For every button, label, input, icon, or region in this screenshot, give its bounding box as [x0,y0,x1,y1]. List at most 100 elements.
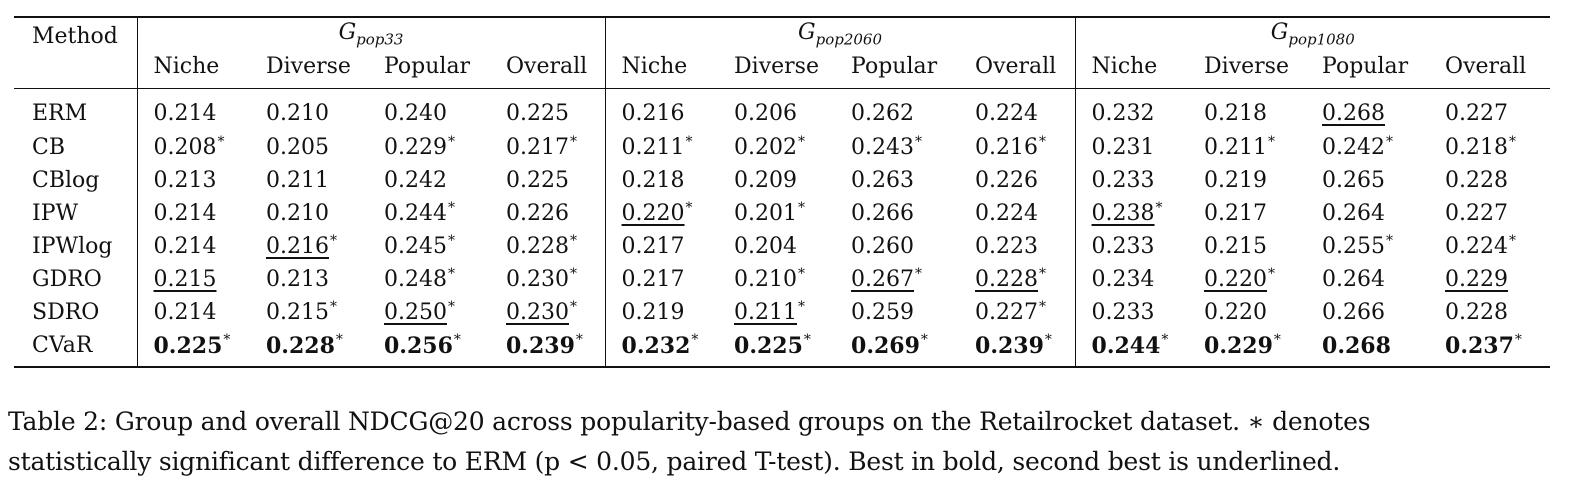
cell-value: 0.239 [506,332,575,359]
table-cell: 0.268 [1306,329,1430,368]
cell-value: 0.228 [506,234,569,259]
cell-value: 0.229 [384,135,447,160]
cell-value: 0.211 [734,300,798,325]
table-cell: 0.225 [490,89,605,132]
cell-value: 0.228 [1445,300,1509,325]
subcolumn-header: Diverse [718,48,836,89]
table-cell: 0.214 [136,88,250,131]
cell-value: 0.216 [621,100,685,126]
cell-value: 0.211 [621,135,685,160]
table-cell: 0.214 [136,197,250,230]
cell-value: 0.220 [621,201,685,226]
method-name: IPW [32,201,79,226]
subcolumn-header: Diverse [1188,48,1307,89]
table-cell: 0.262 [835,89,959,132]
cell-value: 0.208 [153,135,217,160]
cell-value: 0.213 [266,267,329,292]
cell-value: 0.248 [384,267,447,292]
table-cell: 0.225* [718,329,836,368]
table-cell: 0.245* [368,230,490,263]
table-cell: 0.219 [1188,164,1306,197]
table-cell: 0.265 [1306,164,1429,197]
table-cell: 0.229* [368,131,490,164]
table-cell: 0.205 [250,131,368,164]
cell-value: 0.263 [851,168,915,193]
cell-value: 0.232 [621,332,691,359]
table-cell: 0.201* [718,197,835,230]
significance-star-icon: * [798,133,806,150]
cell-value: 0.224 [1445,234,1509,259]
cell-value: 0.217 [621,267,685,292]
cell-value: 0.214 [153,300,217,325]
cell-value: 0.237 [1445,332,1514,359]
significance-star-icon: * [447,133,455,150]
cell-value: 0.210 [266,201,329,226]
significance-star-icon: * [335,332,343,349]
table-row: CVaR 0.225* 0.228* 0.256* 0.239* 0.232* 0.225*… [14,329,1551,368]
significance-star-icon: * [1386,232,1394,249]
table-cell: 0.213 [136,164,250,197]
table-cell: 0.226 [959,164,1075,197]
cell-value: 0.265 [1322,168,1386,193]
significance-star-icon: * [447,232,455,249]
table-cell: 0.228* [250,329,368,368]
cell-value: 0.217 [506,135,569,160]
table-cell: 0.209 [718,164,835,197]
significance-star-icon: * [569,232,577,249]
cell-value: 0.217 [621,234,685,259]
significance-star-icon: * [1514,332,1522,349]
cell-value: 0.242 [1322,135,1386,160]
table-cell: 0.244* [368,197,490,230]
table-cell: 0.264 [1306,263,1429,296]
significance-star-icon: * [447,199,455,216]
table-cell: 0.220 [1188,296,1306,329]
table-cell: 0.228* [959,263,1075,296]
table-cell: 0.226 [490,197,605,230]
cell-value: 0.220 [1204,300,1268,325]
table-cell: 0.243* [835,131,959,164]
table-cell: 0.220* [604,197,719,230]
table-cell: 0.224 [959,197,1075,230]
significance-star-icon: * [803,332,811,349]
table-cell: 0.215 [1188,230,1306,263]
table-cell: 0.239* [490,329,606,368]
cell-value: 0.269 [851,332,920,359]
table-cell: 0.227 [1429,197,1550,230]
table-row: SDRO 0.214 0.215* 0.250* 0.230* 0.219 0.211* 0.… [14,296,1550,329]
significance-star-icon: * [217,133,225,150]
significance-star-icon: * [1161,332,1169,349]
cell-value: 0.228 [266,332,335,359]
cell-value: 0.210 [266,100,329,126]
group-header-pop2060: Gpop2060 [604,16,1076,48]
cell-value: 0.215 [266,300,329,325]
significance-star-icon: * [1268,265,1276,282]
cell-value: 0.230 [506,300,569,325]
table-cell: 0.228 [1429,164,1550,197]
significance-star-icon: * [1039,133,1047,150]
cell-value: 0.240 [384,100,447,126]
method-name: CB [32,135,65,160]
cell-value: 0.228 [975,267,1039,292]
table-cell: 0.250* [368,296,490,329]
table-cell: 0.248* [368,263,490,296]
caption-line-1: Table 2: Group and overall NDCG@20 acros… [8,407,1371,436]
table-cell: 0.259 [835,296,959,329]
table-body: ERM 0.214 0.210 0.240 0.225 0.216 0.206 0.262 0.… [14,88,1551,368]
subcolumn-header: Overall [1429,48,1551,89]
table-cell: 0.211* [718,296,835,329]
table-cell: 0.229 [1429,263,1550,296]
table-cell: 0.210 [250,89,368,132]
cell-value: 0.233 [1091,168,1155,193]
group-header-row: Method Gpop33 Gpop2060 Gpop1080 [14,16,1551,89]
table-cell: 0.202* [718,131,835,164]
cell-value: 0.204 [734,234,798,259]
cell-value: 0.244 [1091,332,1161,359]
cell-value: 0.259 [851,300,915,325]
subcolumn-header: Popular [368,48,490,89]
table-cell: 0.232* [604,329,719,368]
table-cell: 0.232 [1074,88,1189,131]
cell-value: 0.239 [975,332,1044,359]
table-cell: 0.228* [490,230,605,263]
cell-value: 0.262 [851,100,915,126]
table-cell: 0.213 [250,263,368,296]
